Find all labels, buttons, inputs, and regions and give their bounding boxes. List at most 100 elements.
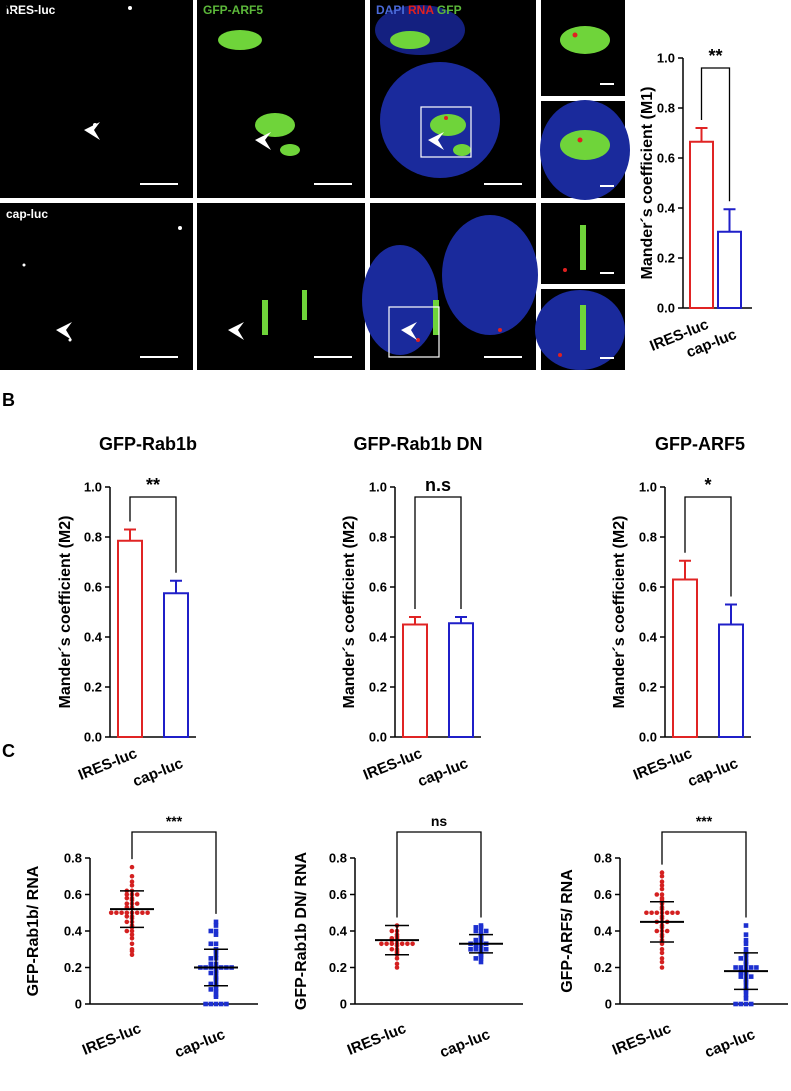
y-tick-label: 0.0 xyxy=(639,730,657,745)
point xyxy=(473,928,479,934)
bar xyxy=(448,622,474,738)
point xyxy=(129,941,135,947)
point xyxy=(743,1001,749,1007)
point xyxy=(659,959,665,965)
point xyxy=(208,987,214,992)
point xyxy=(213,928,219,934)
chart-title: GFP-ARF5 xyxy=(655,434,745,454)
point xyxy=(213,919,219,925)
point xyxy=(473,956,479,961)
significance-label: *** xyxy=(166,813,183,829)
point xyxy=(399,941,405,947)
point xyxy=(478,956,484,961)
significance-bracket xyxy=(414,496,462,609)
sd-bar xyxy=(650,901,674,943)
point xyxy=(213,923,219,928)
point xyxy=(129,952,135,958)
y-tick-label: 0.4 xyxy=(329,924,348,939)
inset-box xyxy=(420,106,472,158)
rna-signal xyxy=(416,32,583,357)
significance-bracket xyxy=(129,496,177,573)
significance-bracket xyxy=(396,831,482,918)
point xyxy=(379,941,384,947)
image xyxy=(197,0,365,198)
point xyxy=(124,910,130,916)
point xyxy=(659,870,665,875)
x-tick-label: cap-luc xyxy=(437,1026,492,1061)
y-axis-label: GFP-Rab1b DN/ RNA xyxy=(293,851,310,1010)
panel-label: A xyxy=(0,0,12,16)
point xyxy=(659,946,665,952)
point xyxy=(664,928,670,934)
gfp-signal xyxy=(218,26,610,350)
point xyxy=(114,910,119,916)
significance-bracket xyxy=(684,496,732,597)
point xyxy=(410,941,415,947)
image xyxy=(0,0,193,198)
point xyxy=(124,895,130,901)
point xyxy=(748,974,754,979)
point xyxy=(208,928,214,934)
point xyxy=(738,974,744,979)
sd-bar xyxy=(120,890,144,929)
y-tick-label: 0.4 xyxy=(639,630,658,645)
image xyxy=(0,203,193,370)
merge-label-gfp: GFP xyxy=(437,3,462,17)
point xyxy=(124,901,130,906)
point xyxy=(478,959,484,965)
point xyxy=(654,892,660,897)
point xyxy=(659,950,665,956)
significance-bracket xyxy=(661,831,747,918)
y-tick-label: 0.0 xyxy=(84,730,102,745)
point xyxy=(213,994,219,999)
scale-bars xyxy=(140,83,614,359)
point xyxy=(129,928,135,934)
point xyxy=(743,923,749,928)
y-tick-label: 0.6 xyxy=(329,887,347,902)
y-tick-label: 0.8 xyxy=(64,851,82,866)
nucleus xyxy=(362,245,438,355)
error-bar xyxy=(723,208,736,232)
y-tick-label: 0 xyxy=(605,997,612,1012)
significance-label: *** xyxy=(696,813,713,829)
x-tick-label: cap-luc xyxy=(702,1026,757,1061)
point xyxy=(738,970,744,976)
point xyxy=(743,946,749,952)
point xyxy=(473,937,479,943)
nucleus xyxy=(442,215,538,335)
point xyxy=(394,965,400,970)
point xyxy=(145,910,150,916)
y-axis-label: Mander´s coefficient (M1) xyxy=(639,87,656,280)
point xyxy=(670,910,675,916)
x-tick-label: IRES-luc xyxy=(80,1020,144,1059)
significance-label: n.s xyxy=(425,475,451,495)
merge-label-rna: RNA xyxy=(408,3,434,17)
point xyxy=(108,910,114,916)
point xyxy=(748,965,754,970)
chart-title: GFP-Rab1b DN xyxy=(353,434,482,454)
point xyxy=(124,914,130,919)
bar xyxy=(718,623,744,738)
point xyxy=(129,948,135,954)
y-tick-label: 0.2 xyxy=(657,251,675,266)
y-tick-label: 0.8 xyxy=(639,530,657,545)
point xyxy=(659,886,665,892)
point xyxy=(743,941,749,947)
point xyxy=(659,873,665,879)
point xyxy=(473,925,479,930)
point xyxy=(389,946,395,952)
y-tick-label: 0.6 xyxy=(64,887,82,902)
bar xyxy=(163,592,189,738)
point xyxy=(743,932,749,937)
point xyxy=(124,892,130,897)
point xyxy=(405,941,410,947)
point xyxy=(748,1001,754,1007)
y-tick-label: 0.8 xyxy=(329,851,347,866)
point xyxy=(743,937,749,943)
point xyxy=(478,925,484,930)
merge-label: DAPI RNA GFP xyxy=(376,3,462,17)
error-bar xyxy=(725,603,737,625)
point xyxy=(134,910,140,916)
point xyxy=(659,965,665,970)
